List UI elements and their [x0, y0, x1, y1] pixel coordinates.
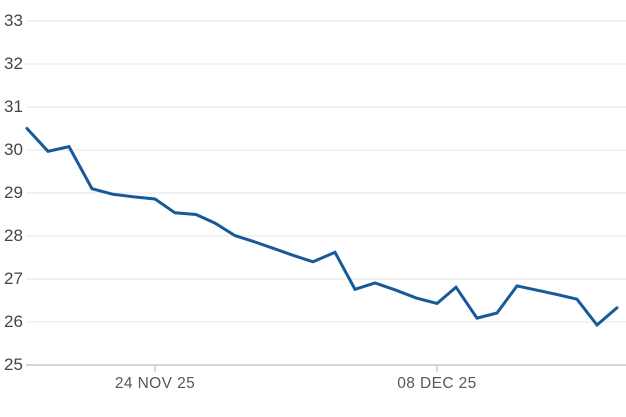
y-axis-labels: 33 32 31 30 29 28 27 26 25 — [4, 11, 23, 374]
x-axis-label: 24 NOV 25 — [115, 375, 195, 392]
y-axis-label: 25 — [4, 355, 23, 374]
y-axis-label: 33 — [4, 11, 23, 30]
x-axis-label: 08 DEC 25 — [397, 375, 476, 392]
y-axis-label: 28 — [4, 226, 23, 245]
gridlines — [26, 20, 626, 366]
y-axis-label: 26 — [4, 312, 23, 331]
price-line-group — [25, 127, 619, 328]
x-axis-ticks — [154, 365, 438, 372]
y-axis-label: 32 — [4, 54, 23, 73]
y-axis-label: 31 — [4, 97, 23, 116]
y-axis-label: 30 — [4, 140, 23, 159]
y-axis-label: 29 — [4, 183, 23, 202]
x-axis-labels: 24 NOV 25 08 DEC 25 — [115, 375, 476, 392]
y-axis-label: 27 — [4, 269, 23, 288]
price-line[interactable] — [25, 127, 619, 328]
